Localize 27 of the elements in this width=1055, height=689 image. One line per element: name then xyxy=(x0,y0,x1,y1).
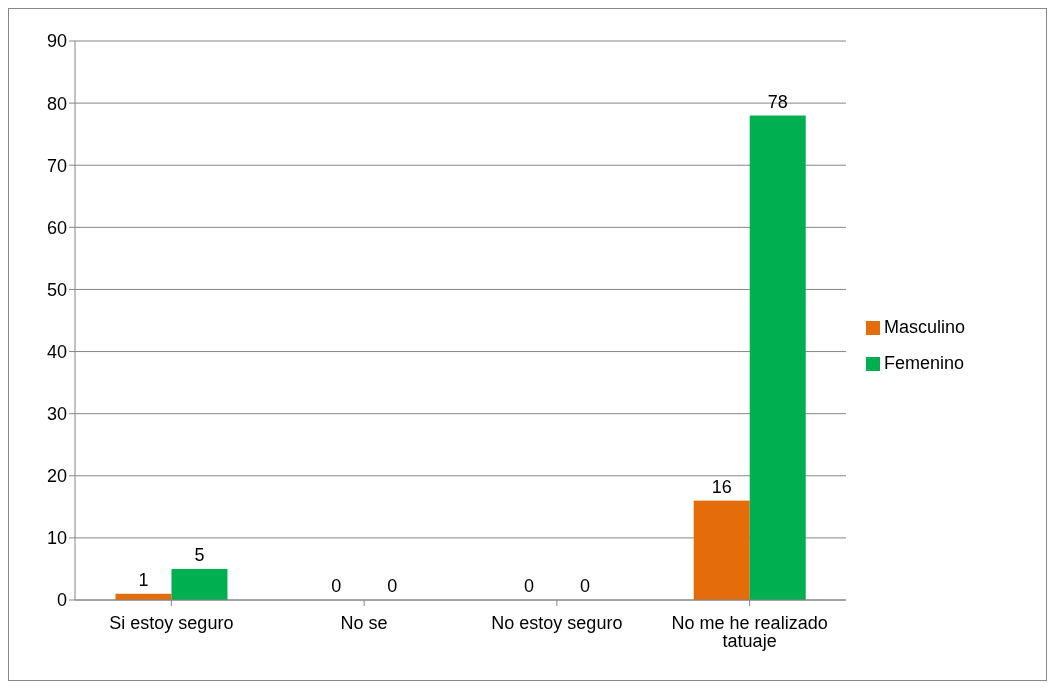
data-label: 0 xyxy=(387,576,398,596)
data-label: 0 xyxy=(331,576,342,596)
y-tick-label: 80 xyxy=(46,93,67,114)
data-label: 78 xyxy=(767,91,788,112)
legend-label: Masculino xyxy=(884,316,966,337)
y-tick-label: 40 xyxy=(46,341,67,362)
bar xyxy=(749,115,806,600)
x-tick-label: No se xyxy=(340,612,388,633)
x-tick-label: No me he realizado tatuaje xyxy=(671,612,828,651)
legend-label: Femenino xyxy=(884,352,965,373)
data-label: 5 xyxy=(194,544,205,565)
data-label: 0 xyxy=(579,576,590,596)
y-tick-label: 70 xyxy=(46,155,67,176)
y-tick-label: 10 xyxy=(46,528,67,549)
y-tick-label: 20 xyxy=(46,466,67,487)
y-tick-label: 0 xyxy=(56,590,67,611)
data-label: 0 xyxy=(523,576,534,596)
y-tick-label: 90 xyxy=(46,31,67,52)
data-label: 16 xyxy=(711,476,732,497)
bar xyxy=(693,500,750,600)
x-tick-label: Si estoy seguro xyxy=(109,612,234,633)
bar xyxy=(171,568,228,600)
y-tick-label: 50 xyxy=(46,279,67,300)
y-tick-label: 60 xyxy=(46,217,67,238)
data-label: 1 xyxy=(138,569,149,590)
x-tick-label: No estoy seguro xyxy=(491,612,623,633)
y-tick-label: 30 xyxy=(46,404,67,425)
